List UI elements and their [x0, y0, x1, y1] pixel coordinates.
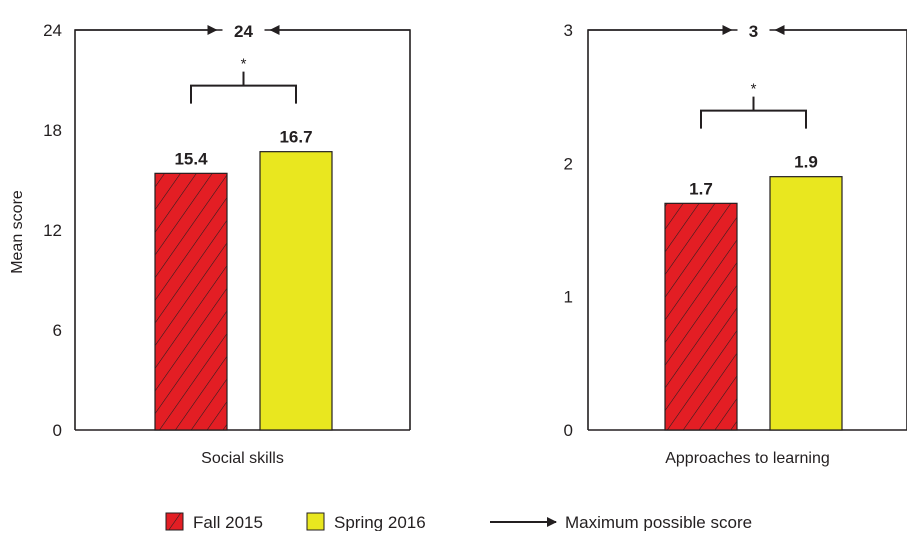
legend: Fall 2015 Spring 2016 Maximum possible s… — [165, 512, 752, 532]
legend-fall-swatch — [165, 512, 184, 531]
chart1-y-tick-label: 12 — [43, 221, 62, 240]
chart2-category-label: Approaches to learning — [665, 450, 830, 467]
chart1-frame — [74, 29, 411, 430]
chart1-value-label-spring: 16.7 — [279, 128, 312, 147]
chart2-bar-spring — [769, 176, 843, 431]
legend-max-label: Maximum possible score — [565, 513, 752, 531]
chart2-bar-fall — [664, 202, 738, 431]
chart2-value-label-fall: 1.7 — [689, 179, 713, 198]
chart1-category-label: Social skills — [201, 450, 284, 467]
chart2-y-tick-label: 2 — [564, 154, 573, 173]
chart1-bar-fall — [154, 172, 228, 431]
chart1-significance-bracket — [190, 71, 297, 104]
chart1-value-label-fall: 15.4 — [174, 149, 208, 168]
legend-spring-swatch — [306, 512, 325, 531]
chart1-y-tick-label: 6 — [53, 321, 62, 340]
chart2-max-label-bg — [737, 20, 770, 40]
chart1-y-tick-label: 24 — [43, 21, 62, 40]
chart1-y-tick-label: 18 — [43, 121, 62, 140]
chart2-value-label-spring: 1.9 — [794, 153, 818, 172]
chart2-y-tick-label: 3 — [564, 21, 573, 40]
legend-spring-label: Spring 2016 — [334, 513, 426, 531]
chart2-significance-marker: * — [751, 81, 757, 98]
chart1-significance-marker: * — [241, 56, 247, 73]
chart2-significance-bracket — [700, 96, 807, 129]
y-axis-title: Mean score — [9, 190, 26, 274]
chart1-max-label-bg — [222, 20, 265, 40]
legend-fall-label: Fall 2015 — [193, 513, 263, 531]
chart1-bar-spring — [259, 151, 333, 431]
chart2-y-tick-label: 1 — [564, 288, 573, 307]
chart1-y-tick-label: 0 — [53, 421, 62, 440]
chart2-y-tick-label: 0 — [564, 421, 573, 440]
chart2-frame — [587, 29, 907, 430]
chart1-max-score-label: 24 — [234, 22, 253, 41]
chart2-max-score-label: 3 — [749, 22, 758, 41]
